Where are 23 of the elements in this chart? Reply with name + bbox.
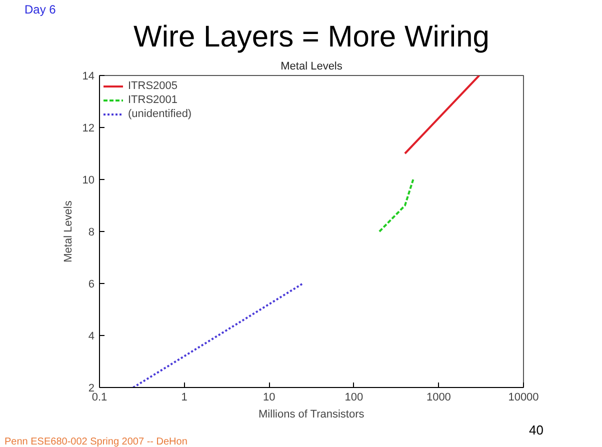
text: Day 6 — [24, 2, 56, 16]
y-tick-label: 6 — [88, 278, 95, 290]
y-tick-label: 10 — [82, 174, 95, 186]
x-tick-label: 100 — [344, 392, 364, 404]
text: 40 — [529, 422, 544, 438]
y-axis-title: Metal Levels — [62, 200, 74, 262]
x-tick-label: 0.1 — [92, 392, 108, 404]
legend-label: (unidentified) — [128, 107, 192, 121]
y-tick-label: 8 — [88, 226, 95, 238]
x-tick-label: 10000 — [508, 392, 539, 404]
chart-subtitle: Metal Levels — [280, 60, 343, 72]
x-tick-label: 1 — [181, 392, 188, 404]
y-tick-label: 12 — [82, 122, 95, 134]
legend-label: ITRS2005 — [128, 79, 178, 93]
x-tick-label: 10 — [262, 392, 276, 404]
y-tick-label: 4 — [88, 330, 95, 342]
text: Penn ESE680-002 Spring 2007 -- DeHon — [4, 436, 188, 447]
x-axis-title: Millions of Transistors — [258, 408, 365, 420]
y-tick-label: 2 — [88, 382, 95, 394]
chart-title: Wire Layers = More Wiring — [134, 20, 490, 54]
legend-label: ITRS2001 — [128, 93, 178, 107]
y-tick-label: 14 — [82, 70, 95, 82]
x-tick-label: 1000 — [426, 392, 451, 404]
